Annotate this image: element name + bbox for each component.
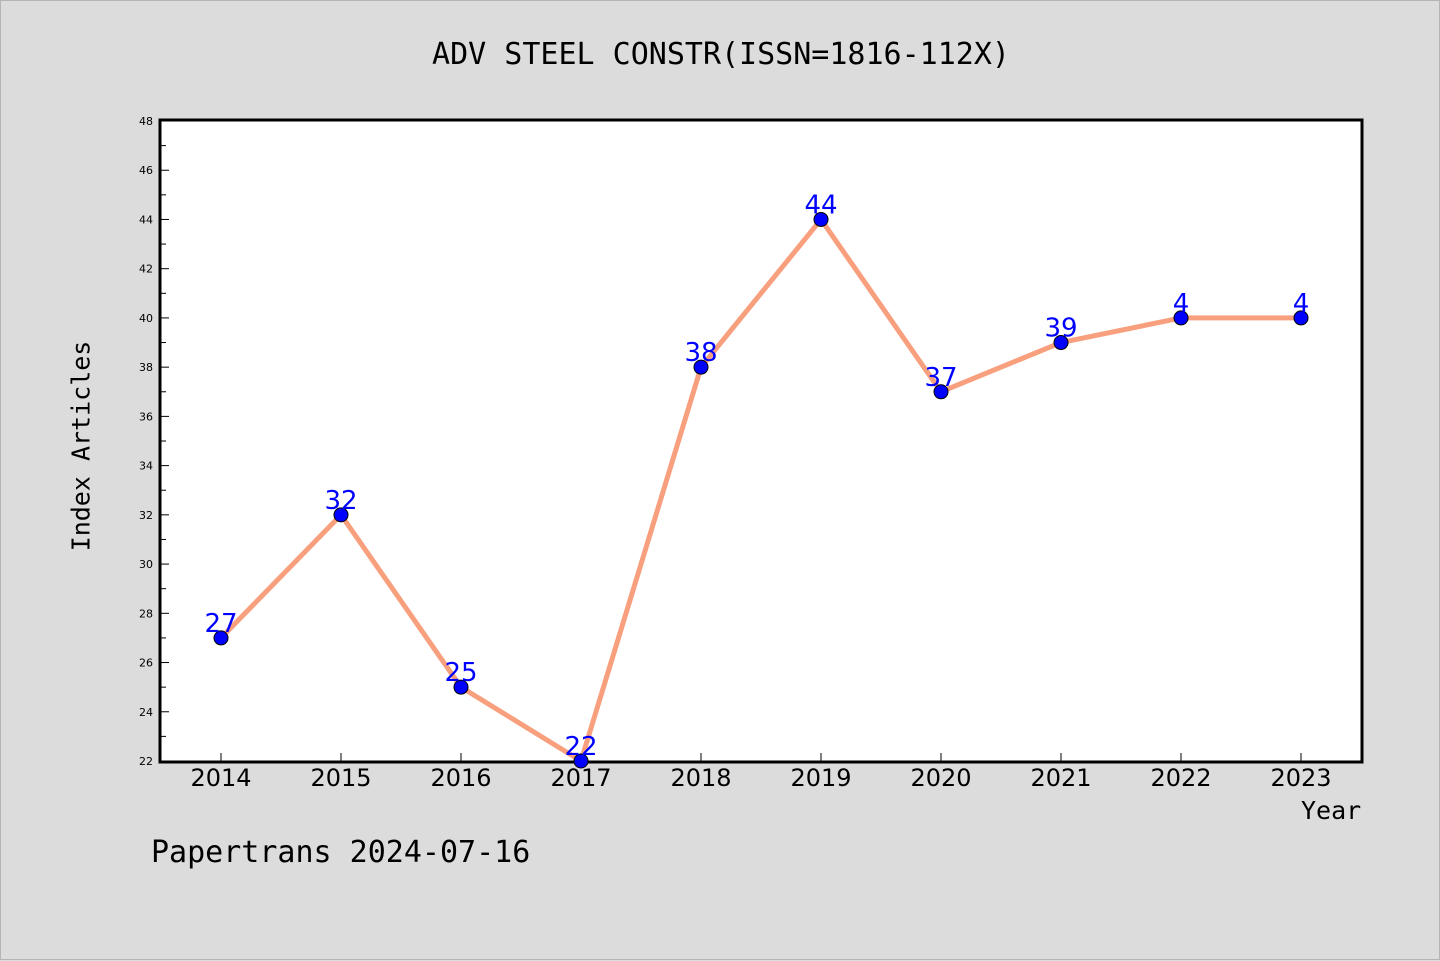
data-label: 4	[1293, 289, 1310, 319]
data-point	[1293, 310, 1309, 326]
y-tick-label: 48	[139, 115, 153, 128]
y-tick-label: 36	[139, 410, 153, 423]
data-label: 4	[1173, 289, 1190, 319]
x-tick-label: 2021	[1030, 764, 1091, 792]
x-tick-label: 2014	[190, 764, 251, 792]
data-label: 32	[324, 486, 357, 516]
y-tick-label: 26	[139, 657, 153, 670]
x-tick-label: 2015	[310, 764, 371, 792]
data-point	[813, 211, 829, 227]
y-tick-label: 34	[139, 460, 153, 473]
data-label: 44	[804, 190, 837, 220]
x-tick-label: 2020	[910, 764, 971, 792]
data-point	[573, 753, 589, 769]
data-label: 22	[564, 732, 597, 762]
y-tick-label: 32	[139, 509, 153, 522]
data-label: 39	[1044, 314, 1077, 344]
x-tick-label: 2016	[430, 764, 491, 792]
data-point	[453, 679, 469, 695]
data-point	[933, 384, 949, 400]
y-tick-label: 28	[139, 607, 153, 620]
y-tick-label: 38	[139, 361, 153, 374]
chart-title: ADV STEEL CONSTR(ISSN=1816-112X)	[432, 37, 1010, 72]
y-tick-label: 46	[139, 164, 153, 177]
watermark-text: Papertrans 2024-07-16	[151, 835, 531, 870]
x-tick-label: 2018	[670, 764, 731, 792]
y-tick-label: 42	[139, 263, 153, 276]
data-label: 27	[204, 609, 237, 639]
data-point	[1173, 310, 1189, 326]
x-tick-label: 2019	[790, 764, 851, 792]
series-line	[218, 216, 1304, 764]
x-tick-label: 2023	[1270, 764, 1331, 792]
y-tick-label: 30	[139, 558, 153, 571]
data-point	[1053, 335, 1069, 351]
data-point	[213, 630, 229, 646]
data-label: 38	[684, 338, 717, 368]
y-tick-label: 44	[139, 213, 153, 226]
y-axis-label: Index Articles	[66, 340, 96, 552]
data-label: 25	[444, 658, 477, 688]
y-tick-label: 22	[139, 755, 153, 768]
x-tick-label: 2022	[1150, 764, 1211, 792]
x-axis-label: Year	[1301, 796, 1362, 825]
data-label: 37	[924, 363, 957, 393]
x-tick-label: 2017	[550, 764, 611, 792]
y-tick-label: 40	[139, 312, 153, 325]
plot-area	[158, 118, 1364, 764]
data-point	[333, 507, 349, 523]
data-point	[693, 359, 709, 375]
y-tick-label: 24	[139, 706, 153, 719]
